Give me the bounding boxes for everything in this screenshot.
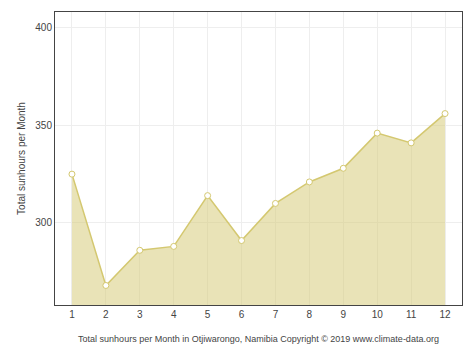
svg-text:5: 5 [205, 309, 211, 320]
svg-text:11: 11 [406, 309, 417, 320]
svg-text:10: 10 [372, 309, 384, 320]
svg-text:3: 3 [137, 309, 143, 320]
svg-text:9: 9 [341, 309, 347, 320]
svg-text:6: 6 [239, 309, 245, 320]
svg-text:400: 400 [35, 22, 52, 33]
svg-text:350: 350 [35, 120, 52, 131]
svg-text:Total sunhours per Month in Ot: Total sunhours per Month in Otjiwarongo,… [78, 334, 439, 344]
svg-text:300: 300 [35, 217, 52, 228]
svg-text:4: 4 [171, 309, 177, 320]
svg-text:8: 8 [307, 309, 313, 320]
svg-text:7: 7 [273, 309, 279, 320]
svg-text:1: 1 [69, 309, 75, 320]
svg-text:12: 12 [439, 309, 451, 320]
svg-text:2: 2 [103, 309, 109, 320]
svg-text:Total sunhours per Month: Total sunhours per Month [16, 102, 27, 215]
